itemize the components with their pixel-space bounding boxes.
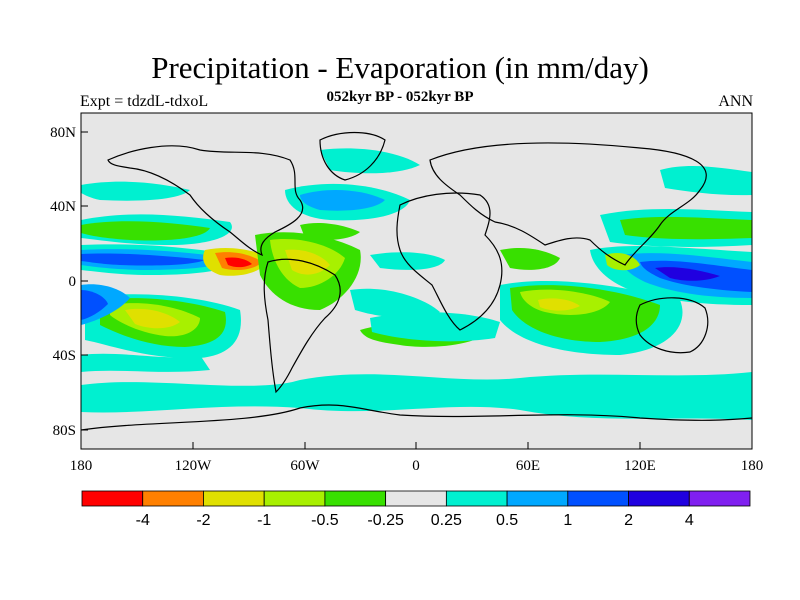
contour-region: [350, 288, 440, 318]
contour-region: [538, 298, 580, 311]
colorbar-swatch: [506, 490, 569, 507]
colorbar-swatch: [567, 490, 629, 507]
contour-region: [620, 216, 752, 240]
season-label: ANN: [718, 93, 753, 110]
colorbar-swatch: [628, 490, 690, 507]
lon-tick-label: 120E: [624, 458, 656, 474]
longitude-axis: 180 120W 60W 0 60E 120E 180: [70, 442, 764, 474]
colorbar-swatch: [385, 490, 447, 507]
lon-tick-label: 60W: [290, 458, 320, 474]
colorbar-swatch: [688, 490, 751, 507]
europe-africa-coast: [396, 192, 503, 331]
colorbar-label: -1: [257, 512, 271, 529]
colorbar-label: -4: [136, 512, 150, 529]
lon-tick-label: 180: [70, 458, 93, 474]
contour-region: [300, 222, 360, 240]
contour-region: [81, 290, 108, 320]
lat-tick-label: 40S: [53, 348, 76, 364]
north-america-coast: [107, 145, 304, 257]
map-subtitle: 052kyr BP - 052kyr BP: [326, 89, 474, 105]
colorbar-label: 1: [563, 512, 572, 529]
colorbar-label: 4: [685, 512, 694, 529]
experiment-label: Expt = tdzdL-tdxoL: [80, 93, 209, 110]
map-field: [81, 113, 752, 449]
contour-region: [370, 312, 500, 342]
colorbar-label: -2: [196, 512, 210, 529]
contour-region: [81, 253, 205, 266]
contour-region: [81, 181, 190, 201]
greenland-coast: [319, 131, 386, 181]
contour-region: [300, 189, 385, 211]
contour-region: [81, 353, 210, 372]
lat-tick-label: 0: [69, 274, 77, 290]
contour-region: [320, 148, 420, 174]
lat-tick-label: 80S: [53, 423, 76, 439]
latitude-axis: 80N 40N 0 40S 80S: [50, 125, 88, 439]
colorbar-swatch: [142, 490, 204, 507]
colorbar-label: 0.25: [431, 512, 462, 529]
asia-coast: [429, 142, 707, 266]
lat-tick-label: 40N: [50, 199, 76, 215]
contour-region: [125, 308, 180, 329]
colorbar-swatch: [445, 490, 508, 507]
colorbar-swatch: [324, 490, 387, 507]
south-america-coast: [263, 258, 341, 394]
lon-tick-label: 180: [741, 458, 764, 474]
lat-tick-label: 80N: [50, 125, 76, 141]
colorbar-swatch: [81, 490, 144, 507]
map-title: Precipitation - Evaporation (in mm/day): [151, 50, 649, 85]
contour-region: [81, 221, 210, 241]
colorbar-swatch: [203, 490, 265, 507]
colorbar: -4 -2 -1 -0.5 -0.25 0.25 0.5 1 2 4: [81, 490, 751, 529]
contour-region: [655, 267, 720, 281]
colorbar-label: -0.5: [311, 512, 339, 529]
contour-region: [225, 257, 252, 268]
colorbar-swatch: [263, 490, 326, 507]
lon-tick-label: 0: [412, 458, 420, 474]
contour-region: [81, 372, 752, 420]
contour-region: [370, 252, 445, 270]
colorbar-label: -0.25: [367, 512, 404, 529]
lon-tick-label: 60E: [516, 458, 540, 474]
colorbar-label: 0.5: [496, 512, 518, 529]
colorbar-label: 2: [624, 512, 633, 529]
contour-region: [500, 247, 560, 270]
antarctica-coast: [81, 404, 752, 431]
australia-coast: [635, 297, 709, 354]
coastlines: [81, 131, 752, 431]
lon-tick-label: 120W: [175, 458, 213, 474]
